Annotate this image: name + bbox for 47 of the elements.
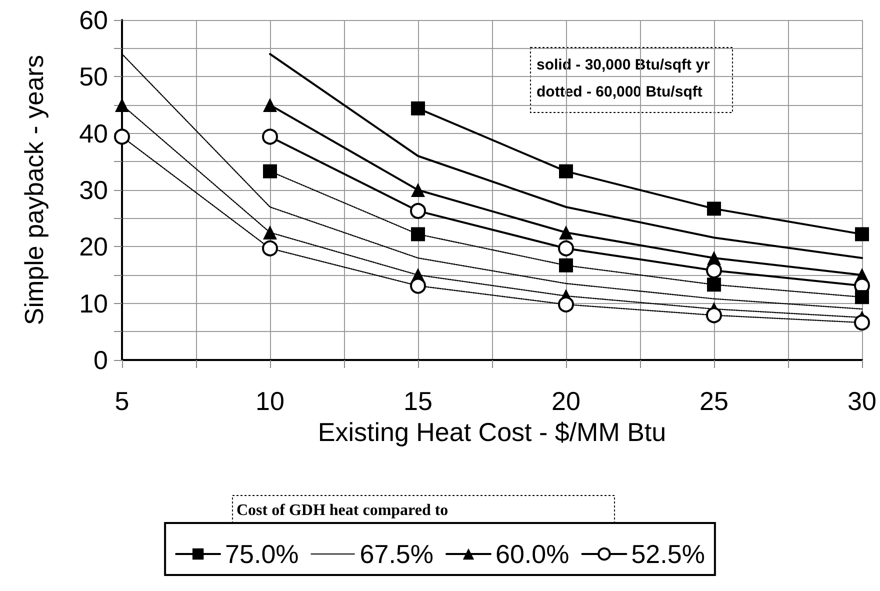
point bbox=[411, 183, 425, 197]
point bbox=[854, 314, 870, 331]
x-tick-label: 20 bbox=[552, 386, 580, 416]
x-tick-label: 25 bbox=[700, 386, 728, 416]
x-axis-title: Existing Heat Cost - $/MM Btu bbox=[318, 416, 666, 447]
y-tick-label: 40 bbox=[79, 118, 108, 148]
y-tick-label: 50 bbox=[79, 62, 108, 92]
point bbox=[411, 227, 425, 242]
annotation: dotted - 60,000 Btu/sqft bbox=[536, 84, 702, 100]
line-series bbox=[269, 53, 863, 259]
legend-label: 67.5% bbox=[360, 539, 434, 569]
point bbox=[706, 307, 722, 324]
legend-title: Cost of GDH heat compared to bbox=[236, 502, 448, 519]
point bbox=[263, 226, 277, 240]
point bbox=[707, 202, 721, 216]
point bbox=[559, 258, 573, 272]
point bbox=[410, 202, 426, 219]
annotation: solid - 30,000 Btu/sqft yr bbox=[536, 56, 710, 74]
x-tick-label: 30 bbox=[848, 386, 876, 416]
x-tick-label: 5 bbox=[114, 386, 130, 416]
legend-label: 52.5% bbox=[631, 539, 705, 569]
y-tick-label: 60 bbox=[79, 5, 108, 35]
point bbox=[114, 128, 130, 145]
y-tick-label: 10 bbox=[79, 288, 108, 318]
point bbox=[559, 226, 573, 240]
x-tick-label: 15 bbox=[404, 386, 432, 416]
y-axis-title: Simple payback - years bbox=[19, 54, 49, 326]
point bbox=[410, 278, 426, 294]
point bbox=[558, 296, 574, 312]
point bbox=[855, 290, 869, 304]
point bbox=[263, 98, 277, 112]
point bbox=[115, 98, 129, 112]
point bbox=[855, 227, 869, 242]
legend-label: 75.0% bbox=[225, 539, 299, 569]
y-tick-label: 20 bbox=[79, 232, 108, 262]
point bbox=[263, 164, 277, 178]
x-tick-label: 10 bbox=[256, 386, 284, 416]
point bbox=[262, 128, 278, 145]
y-tick-label: 0 bbox=[94, 345, 108, 375]
point bbox=[411, 101, 425, 116]
point bbox=[262, 240, 278, 256]
point bbox=[706, 262, 722, 278]
legend-label: 60.0% bbox=[496, 539, 570, 569]
point bbox=[559, 164, 573, 178]
point bbox=[707, 278, 721, 292]
y-tick-label: 30 bbox=[79, 175, 108, 205]
point bbox=[558, 240, 574, 256]
